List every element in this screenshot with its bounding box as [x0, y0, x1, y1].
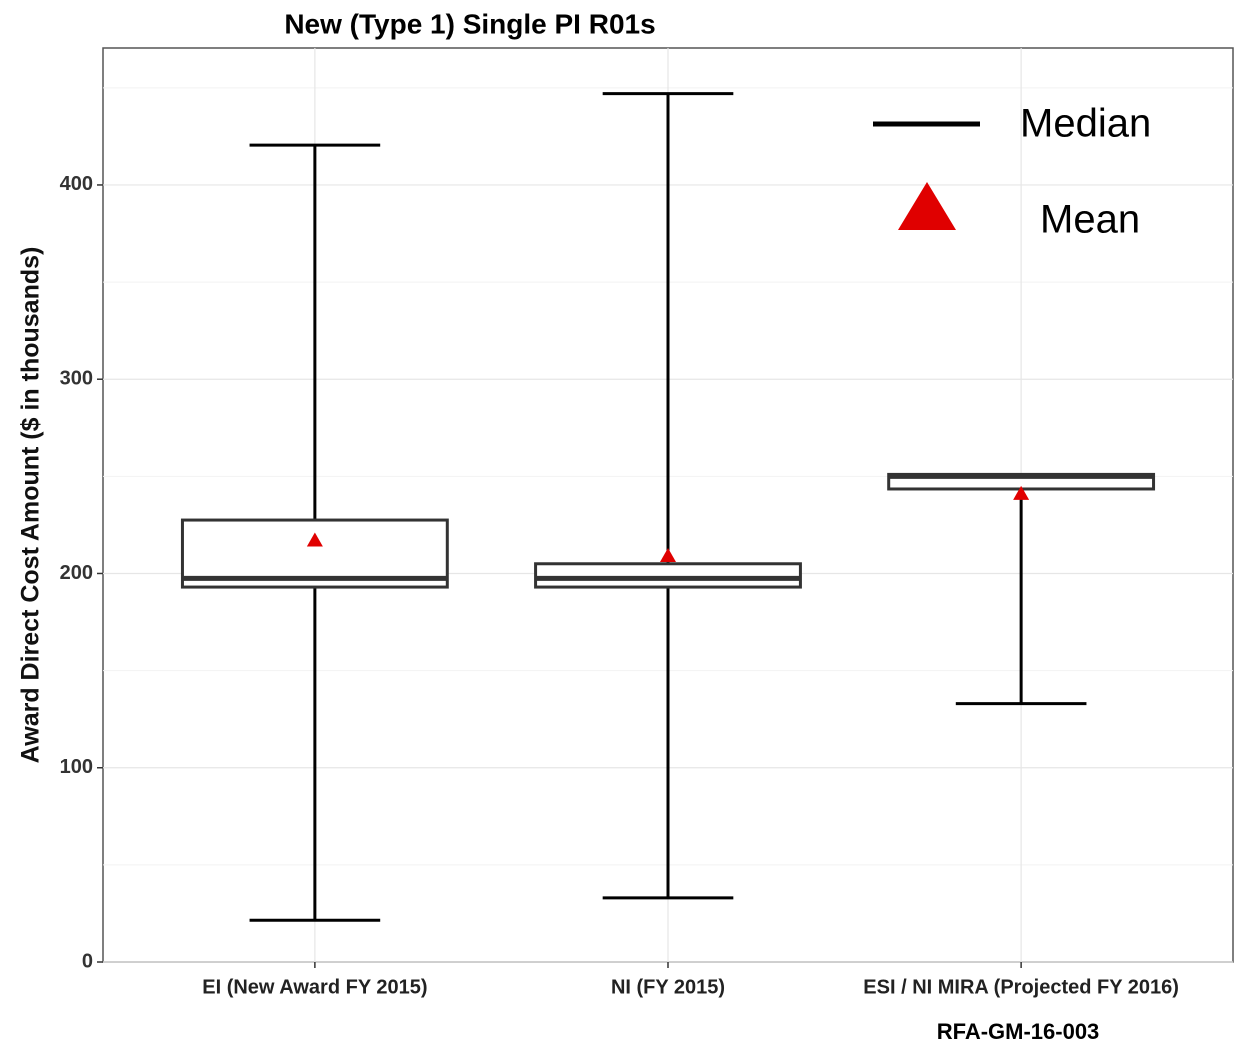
mean-marker — [660, 547, 676, 562]
x-tick-label: NI (FY 2015) — [611, 976, 725, 998]
y-axis-label: Award Direct Cost Amount ($ in thousands… — [17, 247, 45, 764]
mean-marker — [1013, 485, 1030, 500]
x-tick-label: EI (New Award FY 2015) — [202, 976, 427, 998]
chart-title: New (Type 1) Single PI R01s — [284, 8, 655, 39]
y-tick-label: 0 — [82, 950, 93, 972]
y-tick-label: 400 — [60, 173, 93, 195]
legend-label: Median — [1020, 102, 1151, 146]
y-tick-label: 200 — [60, 562, 93, 584]
y-tick-label: 300 — [60, 367, 93, 389]
legend-mean-swatch — [898, 182, 956, 230]
x-tick-label: ESI / NI MIRA (Projected FY 2016) — [863, 976, 1179, 998]
footnote: RFA-GM-16-003 — [937, 1019, 1100, 1044]
legend-label: Mean — [1040, 198, 1140, 242]
box — [534, 562, 802, 589]
mean-marker — [306, 532, 323, 547]
y-tick-label: 100 — [60, 756, 93, 778]
